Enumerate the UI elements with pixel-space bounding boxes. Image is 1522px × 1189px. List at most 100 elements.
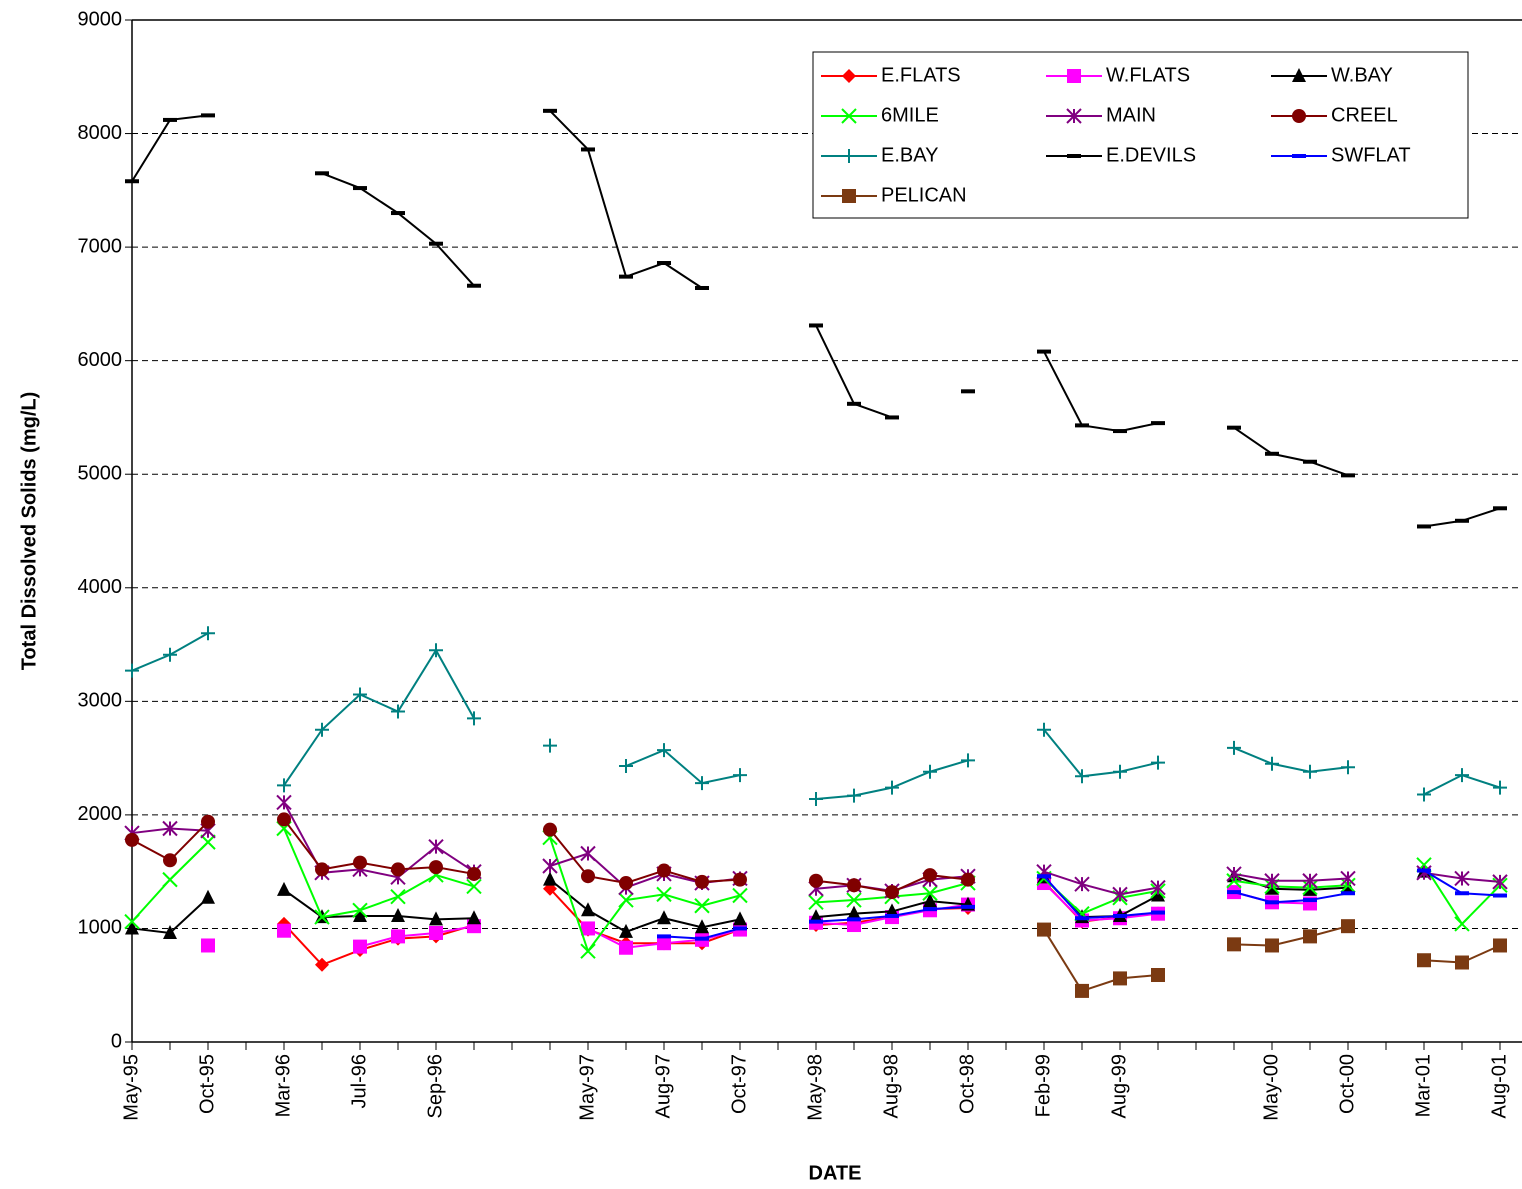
y-axis-title: Total Dissolved Solids (mg/L) [18, 392, 40, 671]
data-point [657, 743, 671, 758]
data-point [163, 117, 177, 122]
y-tick-label: 2000 [78, 803, 123, 825]
legend-marker [1292, 154, 1306, 158]
legend-marker [842, 69, 856, 83]
data-point [656, 886, 672, 903]
data-point [201, 889, 215, 904]
y-tick-label: 9000 [78, 8, 123, 30]
data-point [1455, 955, 1469, 970]
data-point [1417, 524, 1431, 529]
data-point [390, 888, 406, 905]
data-point [733, 872, 747, 887]
y-tick-label: 3000 [78, 690, 123, 712]
data-point [1112, 886, 1128, 903]
data-point [1302, 873, 1318, 889]
data-point [466, 878, 482, 895]
data-point [543, 108, 557, 113]
data-point [391, 704, 405, 719]
data-point [922, 885, 938, 901]
data-point [961, 904, 975, 909]
data-point [847, 918, 861, 933]
data-point [1151, 910, 1165, 915]
data-point [429, 925, 443, 940]
data-point [694, 898, 710, 914]
y-tick-label: 0 [111, 1030, 122, 1052]
data-point [1037, 874, 1051, 879]
data-point [315, 957, 329, 972]
data-point [542, 858, 558, 874]
data-point [1454, 870, 1470, 887]
data-point [961, 389, 975, 394]
data-point [1075, 983, 1089, 998]
x-tick-label: Oct-98 [956, 1054, 978, 1114]
data-point [1074, 876, 1090, 892]
x-tick-label: May-97 [576, 1054, 598, 1121]
data-point [314, 909, 330, 925]
data-point [923, 764, 937, 779]
data-point [201, 938, 215, 953]
data-point [580, 943, 596, 959]
data-point [1075, 916, 1089, 921]
data-point [1455, 518, 1469, 523]
data-point [581, 869, 595, 884]
data-point [543, 871, 557, 886]
data-point [353, 186, 367, 191]
data-point [695, 936, 709, 941]
data-point [276, 794, 292, 811]
data-point [315, 722, 329, 737]
x-axis-title: DATE [809, 1162, 862, 1184]
legend-label: SWFLAT [1331, 144, 1411, 166]
legend-label: E.FLATS [881, 64, 961, 86]
data-point [1417, 787, 1431, 802]
data-point [1150, 879, 1166, 896]
data-point [961, 753, 975, 768]
data-point [581, 921, 595, 936]
data-point [695, 919, 709, 934]
data-point [315, 171, 329, 176]
data-point [162, 871, 178, 888]
x-tick-label: Oct-97 [728, 1054, 750, 1114]
legend-marker [842, 189, 856, 203]
x-tick-label: Mar-96 [272, 1054, 294, 1117]
x-tick-label: Aug-98 [880, 1054, 902, 1119]
x-tick-label: Oct-95 [196, 1054, 218, 1114]
y-tick-label: 1000 [78, 917, 123, 939]
data-point [1265, 451, 1279, 456]
data-point [581, 902, 595, 917]
data-point [1303, 764, 1317, 779]
series-line [283, 881, 1159, 966]
legend-label: 6MILE [881, 104, 939, 126]
x-tick-label: May-00 [1260, 1054, 1282, 1121]
data-point [809, 791, 823, 806]
data-point [1340, 870, 1356, 887]
data-point [1493, 506, 1507, 511]
data-point [846, 892, 862, 908]
data-point [923, 893, 937, 908]
data-point [201, 814, 215, 829]
data-point [1265, 900, 1279, 905]
legend-label: W.FLATS [1106, 64, 1190, 86]
data-point [467, 866, 481, 881]
data-point [391, 211, 405, 216]
legend-marker [1066, 108, 1082, 124]
data-point [467, 910, 481, 925]
data-point [467, 283, 481, 288]
data-point [1492, 874, 1508, 890]
y-tick-label: 6000 [78, 349, 123, 371]
data-point [125, 663, 139, 678]
data-point [695, 285, 709, 290]
data-point [885, 913, 899, 918]
data-point [277, 778, 291, 793]
data-point [619, 876, 633, 891]
data-point [467, 711, 481, 726]
data-point [732, 887, 748, 904]
data-point [391, 907, 405, 922]
data-point [201, 626, 215, 641]
data-point [885, 903, 899, 918]
data-point [657, 910, 671, 925]
data-point [1075, 423, 1089, 428]
data-point [847, 917, 861, 922]
data-point [543, 738, 557, 753]
data-point [1417, 953, 1431, 968]
